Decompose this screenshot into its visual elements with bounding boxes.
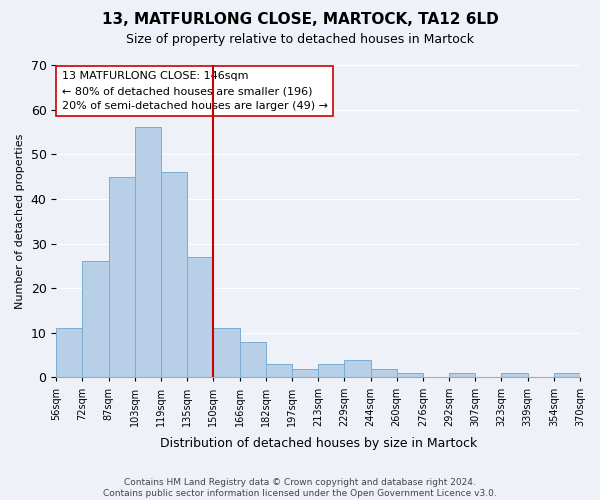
Bar	[318, 364, 344, 378]
Text: Contains HM Land Registry data © Crown copyright and database right 2024.
Contai: Contains HM Land Registry data © Crown c…	[103, 478, 497, 498]
Text: 13 MATFURLONG CLOSE: 146sqm
← 80% of detached houses are smaller (196)
20% of se: 13 MATFURLONG CLOSE: 146sqm ← 80% of det…	[62, 71, 328, 111]
Bar	[344, 360, 371, 378]
Bar	[214, 328, 239, 378]
Bar	[449, 373, 475, 378]
Bar	[266, 364, 292, 378]
Bar	[292, 368, 318, 378]
Bar	[187, 257, 214, 378]
Bar	[397, 373, 423, 378]
Bar	[56, 328, 82, 378]
Text: Size of property relative to detached houses in Martock: Size of property relative to detached ho…	[126, 32, 474, 46]
Bar	[239, 342, 266, 378]
Y-axis label: Number of detached properties: Number of detached properties	[15, 134, 25, 309]
Bar	[161, 172, 187, 378]
Bar	[371, 368, 397, 378]
Bar	[554, 373, 580, 378]
Text: 13, MATFURLONG CLOSE, MARTOCK, TA12 6LD: 13, MATFURLONG CLOSE, MARTOCK, TA12 6LD	[101, 12, 499, 28]
Bar	[109, 176, 135, 378]
Bar	[502, 373, 527, 378]
Bar	[82, 262, 109, 378]
X-axis label: Distribution of detached houses by size in Martock: Distribution of detached houses by size …	[160, 437, 477, 450]
Bar	[135, 128, 161, 378]
